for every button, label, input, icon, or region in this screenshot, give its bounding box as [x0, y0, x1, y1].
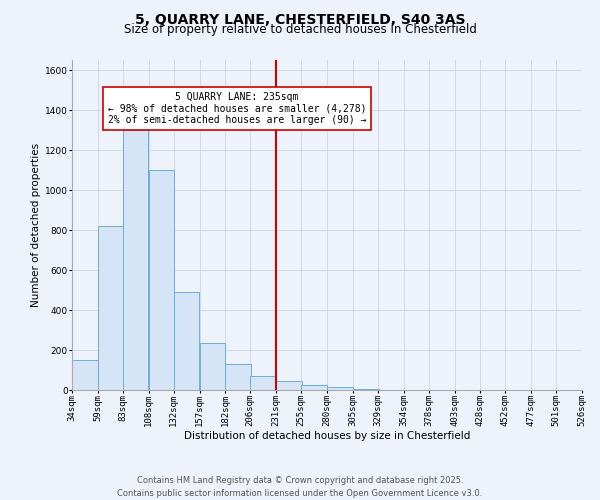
Bar	[173, 292, 199, 390]
Bar	[301, 385, 326, 390]
Bar	[226, 364, 251, 390]
Bar	[276, 381, 302, 390]
Bar	[353, 389, 379, 390]
X-axis label: Distribution of detached houses by size in Chesterfield: Distribution of detached houses by size …	[184, 430, 470, 440]
Text: Contains HM Land Registry data © Crown copyright and database right 2025.
Contai: Contains HM Land Registry data © Crown c…	[118, 476, 482, 498]
Bar	[72, 360, 98, 390]
Bar	[123, 130, 148, 390]
Bar	[149, 170, 175, 390]
Bar	[98, 226, 124, 390]
Y-axis label: Number of detached properties: Number of detached properties	[31, 143, 41, 307]
Bar	[250, 376, 276, 390]
Text: 5 QUARRY LANE: 235sqm
← 98% of detached houses are smaller (4,278)
2% of semi-de: 5 QUARRY LANE: 235sqm ← 98% of detached …	[107, 92, 366, 125]
Text: Size of property relative to detached houses in Chesterfield: Size of property relative to detached ho…	[124, 22, 476, 36]
Text: 5, QUARRY LANE, CHESTERFIELD, S40 3AS: 5, QUARRY LANE, CHESTERFIELD, S40 3AS	[135, 12, 465, 26]
Bar	[199, 343, 225, 390]
Bar	[327, 387, 353, 390]
